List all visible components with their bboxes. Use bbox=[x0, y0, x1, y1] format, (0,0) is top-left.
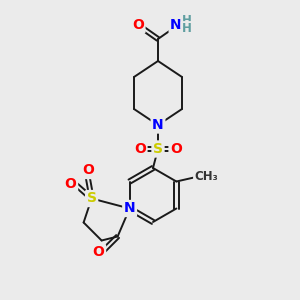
Text: O: O bbox=[134, 142, 146, 156]
Text: O: O bbox=[170, 142, 182, 156]
Text: H: H bbox=[182, 22, 192, 35]
Text: O: O bbox=[83, 164, 94, 178]
Text: N: N bbox=[170, 18, 182, 32]
Text: O: O bbox=[65, 178, 76, 191]
Text: S: S bbox=[153, 142, 163, 156]
Text: CH₃: CH₃ bbox=[194, 170, 218, 183]
Text: O: O bbox=[93, 245, 105, 260]
Text: N: N bbox=[124, 202, 135, 215]
Text: O: O bbox=[132, 18, 144, 32]
Text: S: S bbox=[87, 191, 97, 206]
Text: H: H bbox=[182, 14, 192, 28]
Text: N: N bbox=[152, 118, 164, 132]
